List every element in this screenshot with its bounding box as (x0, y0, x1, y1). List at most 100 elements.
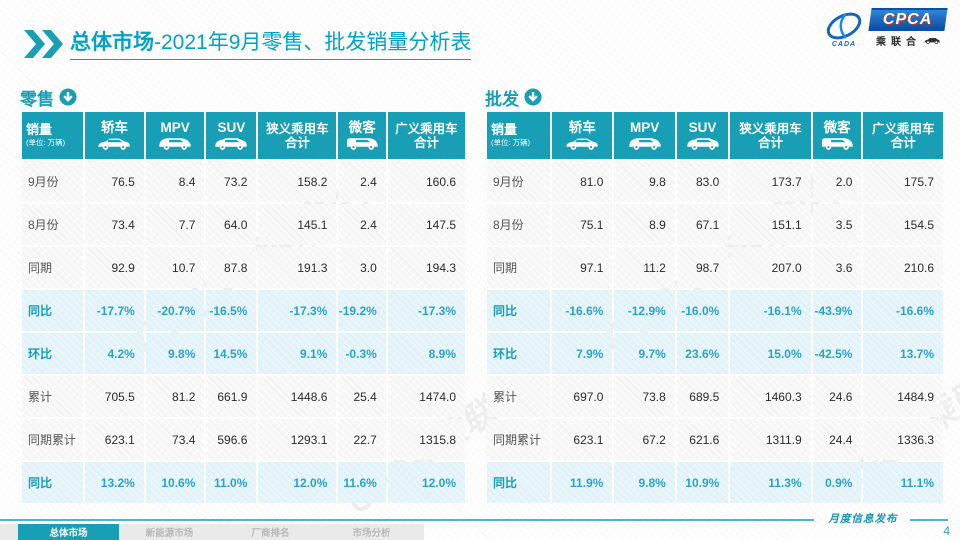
value-cell: 207.0 (730, 247, 811, 288)
footer-tab-2[interactable]: 新能源市场 (145, 528, 194, 539)
value-cell: 1448.6 (258, 376, 337, 417)
cpca-logo: CADA CPCA 乘联合 (822, 8, 948, 48)
row-label: 同比 (487, 462, 551, 503)
value-cell: 92.9 (85, 247, 144, 288)
value-cell: 4.2% (85, 333, 144, 374)
column-header: 广义乘用车 合计 (863, 112, 943, 159)
mpv-car-icon (628, 138, 661, 150)
value-cell: 76.5 (85, 161, 144, 202)
row-label: 同期累计 (487, 419, 551, 460)
value-cell: -16.6% (552, 290, 613, 331)
value-cell: 25.4 (338, 376, 386, 417)
footer-tab-4[interactable]: 市场分析 (352, 528, 391, 539)
value-cell: 11.1% (863, 462, 943, 503)
value-cell: 98.7 (676, 247, 729, 288)
value-cell: 1315.8 (387, 419, 465, 460)
page-title: 总体市场-2021年9月零售、批发销量分析表 (70, 26, 472, 60)
value-cell: 151.1 (730, 204, 811, 245)
footer-tab-3[interactable]: 厂商排名 (251, 528, 290, 539)
value-cell: -20.7% (145, 290, 205, 331)
value-cell: 7.7 (145, 204, 205, 245)
row-label: 同期 (22, 247, 84, 288)
value-cell: 10.9% (676, 462, 729, 503)
value-cell: 75.1 (552, 204, 613, 245)
table-row: 同比 11.9% 9.8% 10.9% 11.3% 0.9% 11.1% (487, 462, 943, 503)
value-cell: 160.6 (387, 161, 465, 202)
wholesale-table: 销量 (单位: 万辆) 轿车 MPV SUV 狭义乘用车 合计 微客 广义乘用车 合计 9月份 81.… (485, 110, 945, 505)
value-cell: 3.5 (812, 204, 862, 245)
value-cell: 9.7% (614, 333, 675, 374)
table-row: 同比 13.2% 10.6% 11.0% 12.0% 11.6% 12.0% (22, 462, 465, 503)
retail-panel: 零售 销量 (单位: 万辆) 轿车 MPV SUV 狭义乘用车 合计 微客 广义乘用车 合计 9月份… (20, 84, 467, 505)
value-cell: 191.3 (258, 247, 337, 288)
value-cell: 1460.3 (730, 376, 811, 417)
value-cell: 11.9% (552, 462, 613, 503)
sedan-car-icon (98, 138, 131, 150)
microvan-car-icon (347, 138, 378, 150)
column-header: 狭义乘用车 合计 (730, 112, 811, 159)
value-cell: 13.7% (863, 333, 943, 374)
value-cell: 11.2 (614, 247, 675, 288)
value-cell: 64.0 (206, 204, 257, 245)
footer-divider (0, 519, 814, 521)
table-row: 同期 97.1 11.2 98.7 207.0 3.6 210.6 (487, 247, 943, 288)
release-label: 月度信息发布 (828, 514, 898, 525)
value-cell: 87.8 (206, 247, 257, 288)
suv-car-icon (686, 138, 719, 150)
wholesale-section-label: 批发 (485, 89, 519, 109)
download-circle-icon (524, 88, 542, 106)
table-row: 8月份 75.1 8.9 67.1 151.1 3.5 154.5 (487, 204, 943, 245)
column-header: 轿车 (85, 112, 144, 159)
sales-unit-header: 销量 (单位: 万辆) (22, 112, 84, 159)
value-cell: 596.6 (206, 419, 257, 460)
value-cell: 7.9% (552, 333, 613, 374)
value-cell: -42.5% (812, 333, 862, 374)
value-cell: 661.9 (206, 376, 257, 417)
value-cell: 13.2% (85, 462, 144, 503)
value-cell: -17.3% (258, 290, 337, 331)
download-circle-icon (59, 88, 77, 106)
value-cell: 623.1 (85, 419, 144, 460)
column-header: MPV (614, 112, 675, 159)
table-row: 同期 92.9 10.7 87.8 191.3 3.0 194.3 (22, 247, 465, 288)
row-label: 环比 (22, 333, 84, 374)
value-cell: 689.5 (676, 376, 729, 417)
value-cell: 23.6% (676, 333, 729, 374)
value-cell: 158.2 (258, 161, 337, 202)
page-title-rest: -2021年9月零售、批发销量分析表 (154, 31, 472, 54)
value-cell: 175.7 (863, 161, 943, 202)
footer-tab-1[interactable]: 总体市场 (18, 524, 119, 540)
value-cell: 12.0% (387, 462, 465, 503)
value-cell: 11.0% (206, 462, 257, 503)
row-label: 同比 (22, 462, 84, 503)
value-cell: 621.6 (676, 419, 729, 460)
row-label: 同期累计 (22, 419, 84, 460)
value-cell: 2.4 (338, 161, 386, 202)
row-label: 同比 (487, 290, 551, 331)
row-label: 9月份 (487, 161, 551, 202)
value-cell: 1484.9 (863, 376, 943, 417)
value-cell: 194.3 (387, 247, 465, 288)
table-row: 同比 -16.6% -12.9% -16.0% -16.1% -43.9% -16.6% (487, 290, 943, 331)
value-cell: -16.1% (730, 290, 811, 331)
table-row: 累计 705.5 81.2 661.9 1448.6 25.4 1474.0 (22, 376, 465, 417)
column-header: 轿车 (552, 112, 613, 159)
value-cell: 67.2 (614, 419, 675, 460)
row-label: 8月份 (487, 204, 551, 245)
value-cell: 0.9% (812, 462, 862, 503)
value-cell: 10.7 (145, 247, 205, 288)
row-label: 8月份 (22, 204, 84, 245)
value-cell: -16.5% (206, 290, 257, 331)
value-cell: 11.3% (730, 462, 811, 503)
retail-section-label: 零售 (20, 89, 54, 109)
wholesale-panel: 批发 销量 (单位: 万辆) 轿车 MPV SUV 狭义乘用车 合计 微客 广义乘用车 合计 9月份… (485, 84, 945, 505)
sedan-car-icon (566, 138, 598, 150)
cpca-wordmark: CPCA (868, 8, 948, 31)
column-header: 狭义乘用车 合计 (258, 112, 337, 159)
value-cell: 67.1 (676, 204, 729, 245)
table-row: 环比 4.2% 9.8% 14.5% 9.1% -0.3% 8.9% (22, 333, 465, 374)
value-cell: 2.4 (338, 204, 386, 245)
table-row: 9月份 76.5 8.4 73.2 158.2 2.4 160.6 (22, 161, 465, 202)
value-cell: 1474.0 (387, 376, 465, 417)
value-cell: 73.4 (145, 419, 205, 460)
